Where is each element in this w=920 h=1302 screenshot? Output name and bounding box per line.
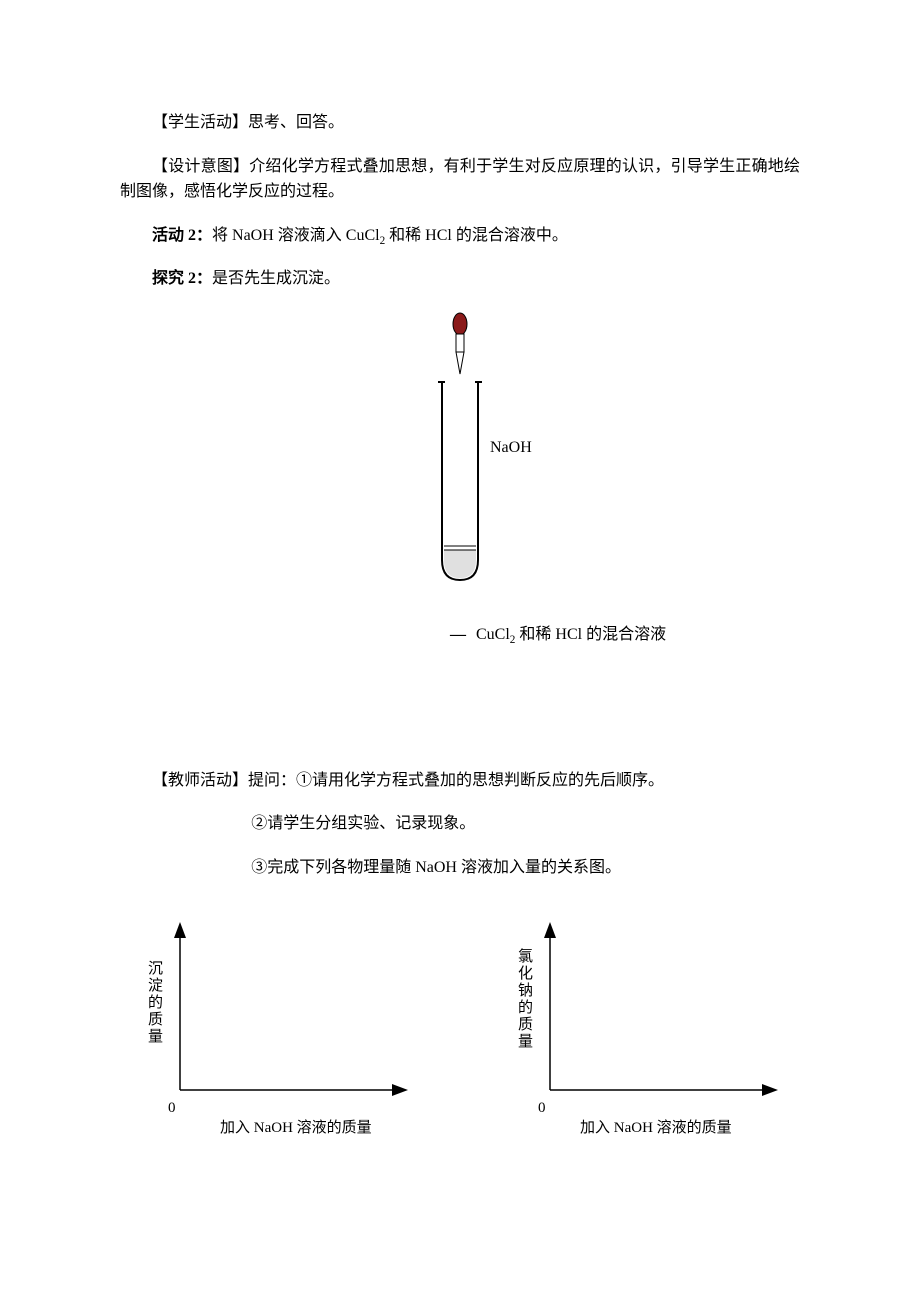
experiment-diagram: NaOH xyxy=(120,312,800,612)
activity-2-label: 活动 2： xyxy=(152,227,212,244)
activity-2-text-pre: 将 NaOH 溶液滴入 CuCl xyxy=(212,227,380,244)
left-x-arrow-icon xyxy=(392,1084,408,1096)
explore-2-label: 探究 2： xyxy=(152,270,212,287)
teacher-q2-paragraph: ②请学生分组实验、记录现象。 xyxy=(251,811,800,837)
diagram-svg: NaOH xyxy=(350,312,590,612)
right-axis-svg xyxy=(490,920,800,1120)
teacher-activity-paragraph: 【教师活动】提问：①请用化学方程式叠加的思想判断反应的先后顺序。 xyxy=(120,768,800,794)
diagram-caption: — CuCl2 和稀 HCl 的混合溶液 xyxy=(450,622,800,648)
left-origin-label: 0 xyxy=(168,1096,176,1120)
activity-2-paragraph: 活动 2：将 NaOH 溶液滴入 CuCl2 和稀 HCl 的混合溶液中。 xyxy=(120,223,800,249)
explore-2-text: 是否先生成沉淀。 xyxy=(212,270,340,287)
dropper-tip-icon xyxy=(456,352,464,374)
caption-pre: CuCl xyxy=(476,626,510,643)
axes-row: 沉淀的质量 0 加入 NaOH 溶液的质量 氯化钠的质量 0 加入 NaOH 溶… xyxy=(120,920,800,1150)
dropper-body-icon xyxy=(456,334,464,352)
teacher-q3-paragraph: ③完成下列各物理量随 NaOH 溶液加入量的关系图。 xyxy=(251,855,800,881)
caption-dash: — xyxy=(450,626,466,643)
naoh-label: NaOH xyxy=(490,439,532,456)
teacher-label: 【教师活动】提问： xyxy=(152,772,296,789)
left-y-label: 沉淀的质量 xyxy=(142,960,166,1045)
left-axis-svg xyxy=(120,920,430,1120)
tube-liquid-icon xyxy=(444,550,476,578)
student-activity-paragraph: 【学生活动】思考、回答。 xyxy=(120,110,800,136)
teacher-q1: ①请用化学方程式叠加的思想判断反应的先后顺序。 xyxy=(296,772,664,789)
right-y-label: 氯化钠的质量 xyxy=(512,948,536,1050)
activity-2-text-post: 和稀 HCl 的混合溶液中。 xyxy=(385,227,568,244)
right-axis-block: 氯化钠的质量 0 加入 NaOH 溶液的质量 xyxy=(490,920,800,1150)
explore-2-paragraph: 探究 2：是否先生成沉淀。 xyxy=(120,266,800,292)
right-origin-label: 0 xyxy=(538,1096,546,1120)
left-y-arrow-icon xyxy=(174,922,186,938)
caption-post: 和稀 HCl 的混合溶液 xyxy=(515,626,666,643)
document-page: 【学生活动】思考、回答。 【设计意图】介绍化学方程式叠加思想，有利于学生对反应原… xyxy=(0,0,920,1302)
right-x-arrow-icon xyxy=(762,1084,778,1096)
left-x-label: 加入 NaOH 溶液的质量 xyxy=(220,1116,372,1140)
design-intent-paragraph: 【设计意图】介绍化学方程式叠加思想，有利于学生对反应原理的认识，引导学生正确地绘… xyxy=(120,154,800,205)
dropper-bulb-icon xyxy=(453,313,467,335)
right-x-label: 加入 NaOH 溶液的质量 xyxy=(580,1116,732,1140)
spacer xyxy=(120,688,800,768)
left-axis-block: 沉淀的质量 0 加入 NaOH 溶液的质量 xyxy=(120,920,430,1150)
right-y-arrow-icon xyxy=(544,922,556,938)
